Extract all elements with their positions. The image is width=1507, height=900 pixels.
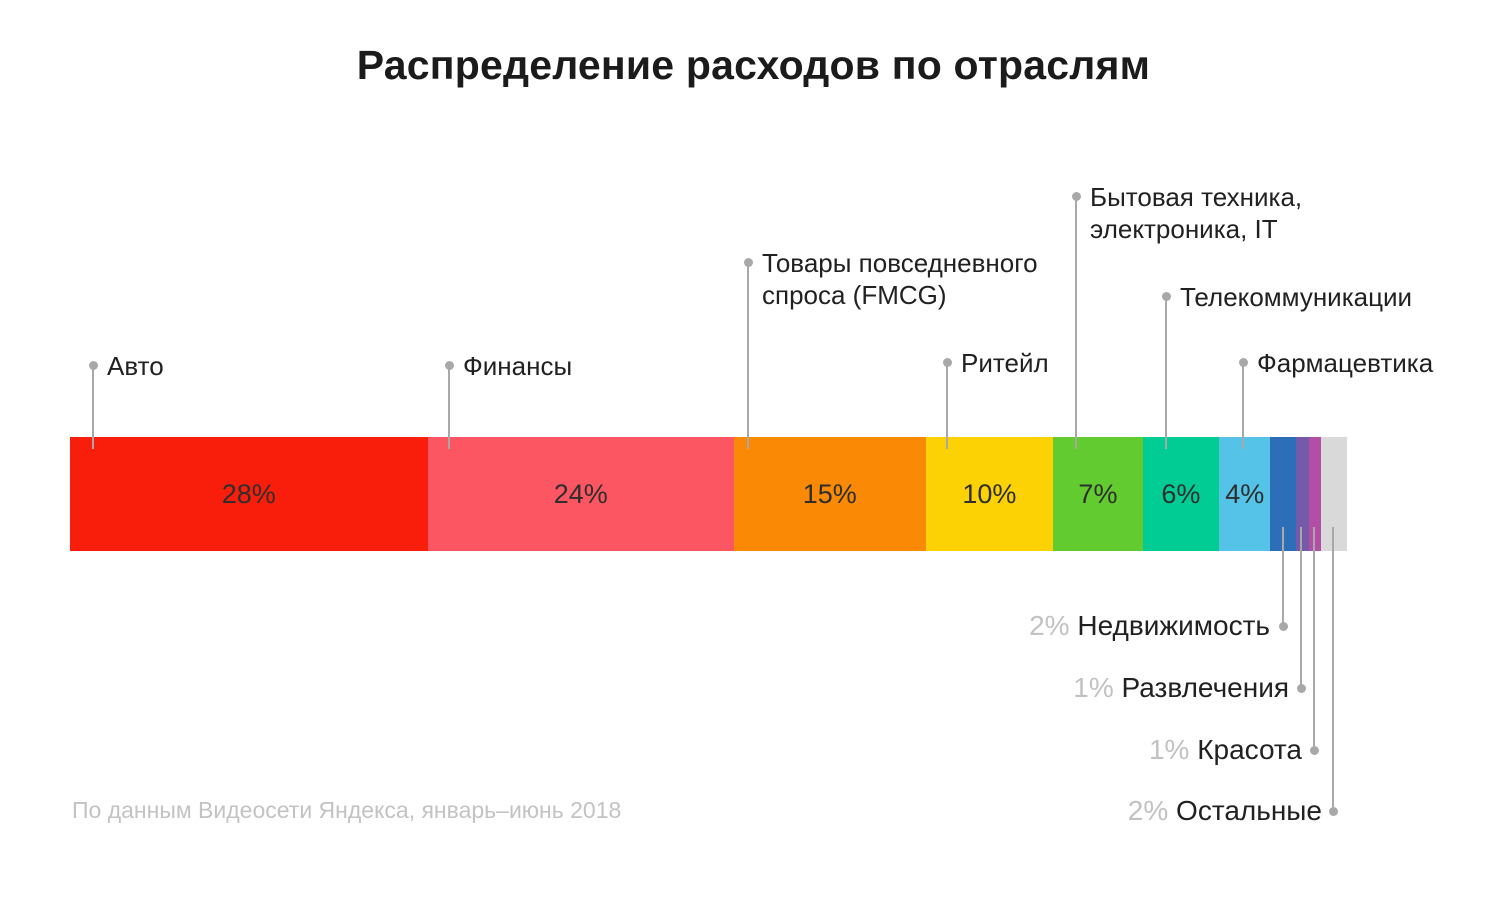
leader-dot-razvlecheniya <box>1297 684 1306 693</box>
bar-segment-farmatsevtika: 4% <box>1219 437 1271 551</box>
label-farmatsevtika: Фармацевтика <box>1257 347 1433 379</box>
label-ostalnye-text: Остальные <box>1176 795 1322 826</box>
label-telekom-text: Телекоммуникации <box>1180 282 1413 312</box>
leader-dot-farmatsevtika <box>1239 358 1248 367</box>
label-fmcg-line2: спроса (FMCG) <box>762 280 947 310</box>
segment-value-label: 7% <box>1078 478 1118 509</box>
label-riteyl: Ритейл <box>961 347 1049 379</box>
bar-segment-ostalnye <box>1321 437 1347 551</box>
leader-dot-finansy <box>445 361 454 370</box>
leader-line-krasota <box>1313 527 1315 750</box>
leader-dot-riteyl <box>943 358 952 367</box>
segment-value-label: 10% <box>962 478 1017 509</box>
label-nedvizhimost-text: Недвижимость <box>1077 610 1270 641</box>
segment-value-label: 28% <box>221 478 276 509</box>
leader-line-telekom <box>1165 296 1167 449</box>
leader-line-razvlecheniya <box>1300 527 1302 688</box>
label-finansy-text: Финансы <box>463 351 573 381</box>
leader-dot-bytovaya-tekhnika <box>1072 192 1081 201</box>
leader-line-finansy <box>448 365 450 449</box>
bar-segment-telekom: 6% <box>1142 437 1220 551</box>
leader-line-ostalnye <box>1332 527 1334 811</box>
stacked-bar: 28% 24% 15% 10% 7% 6% 4% <box>70 437 1347 551</box>
label-bytovaya-tekhnika: Бытовая техника, электроника, IT <box>1090 181 1302 245</box>
leader-dot-nedvizhimost <box>1279 622 1288 631</box>
label-fmcg: Товары повседневного спроса (FMCG) <box>762 247 1038 311</box>
label-telekom: Телекоммуникации <box>1180 281 1412 313</box>
leader-dot-telekom <box>1162 292 1171 301</box>
leader-dot-ostalnye <box>1329 807 1338 816</box>
label-fmcg-line1: Товары повседневного <box>762 248 1038 278</box>
label-krasota: 1% Красота <box>1149 733 1302 767</box>
label-bytovaya-line2: электроника, IT <box>1090 214 1278 244</box>
bar-segment-riteyl: 10% <box>925 437 1054 551</box>
label-avto: Авто <box>107 350 164 382</box>
label-nedvizhimost: 2% Недвижимость <box>1029 609 1270 643</box>
bar-segment-krasota <box>1308 437 1322 551</box>
page-title: Распределение расходов по отраслям <box>356 42 1151 88</box>
label-riteyl-text: Ритейл <box>961 348 1049 378</box>
segment-value-label: 4% <box>1225 478 1265 509</box>
label-ostalnye: 2% Остальные <box>1128 794 1322 828</box>
label-razvlecheniya-percent: 1% <box>1073 672 1114 703</box>
leader-line-bytovaya-tekhnika <box>1075 196 1077 449</box>
label-razvlecheniya: 1% Развлечения <box>1073 671 1289 705</box>
segment-value-label: 24% <box>553 478 608 509</box>
label-ostalnye-percent: 2% <box>1127 795 1169 826</box>
label-krasota-percent: 1% <box>1148 734 1190 765</box>
bar-segment-avto: 28% <box>70 437 428 551</box>
bar-segment-bytovaya-tekhnika: 7% <box>1053 437 1143 551</box>
segment-value-label: 6% <box>1161 478 1201 509</box>
label-krasota-text: Красота <box>1197 734 1302 765</box>
leader-line-fmcg <box>747 262 749 449</box>
source-note: По данным Видеосети Яндекса, январь–июнь… <box>72 797 622 823</box>
leader-line-riteyl <box>946 362 948 449</box>
leader-line-nedvizhimost <box>1282 527 1284 626</box>
label-razvlecheniya-text: Развлечения <box>1121 672 1289 703</box>
label-farmatsevtika-text: Фармацевтика <box>1257 348 1434 378</box>
label-bytovaya-line1: Бытовая техника, <box>1090 182 1303 212</box>
label-finansy: Финансы <box>463 350 572 382</box>
leader-dot-fmcg <box>744 258 753 267</box>
bar-segment-finansy: 24% <box>427 437 735 551</box>
bar-segment-razvlecheniya <box>1295 437 1309 551</box>
segment-value-label: 15% <box>802 478 857 509</box>
leader-line-farmatsevtika <box>1242 362 1244 449</box>
leader-dot-avto <box>89 361 98 370</box>
leader-line-avto <box>92 365 94 449</box>
label-avto-text: Авто <box>107 351 164 381</box>
label-nedvizhimost-percent: 2% <box>1029 610 1070 641</box>
leader-dot-krasota <box>1310 746 1319 755</box>
bar-segment-fmcg: 15% <box>734 437 926 551</box>
